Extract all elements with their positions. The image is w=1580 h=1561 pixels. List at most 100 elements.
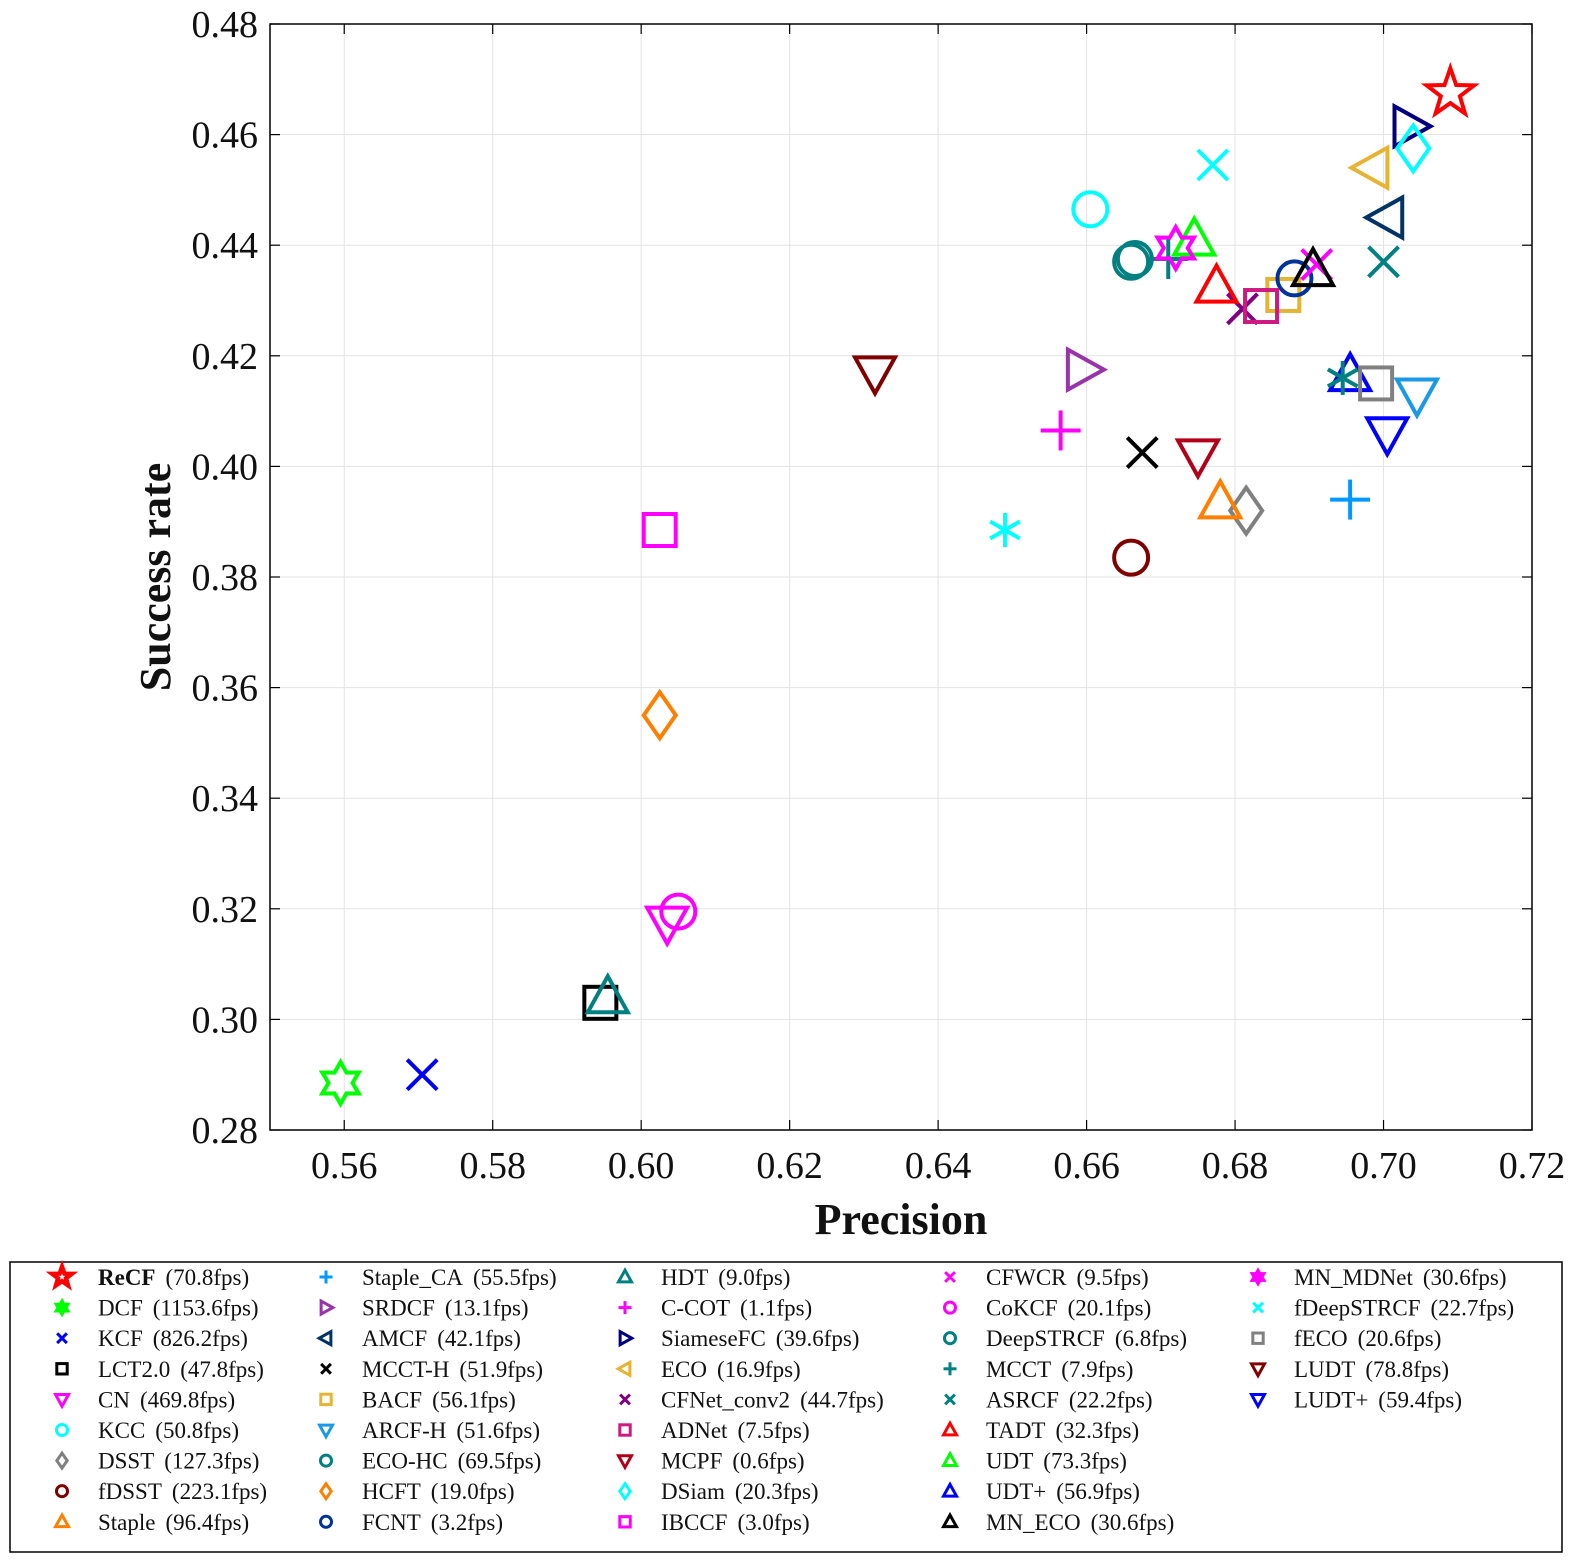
legend-fps: (22.2fps) — [1069, 1387, 1153, 1412]
data-point-mn-eco — [1289, 244, 1337, 288]
data-point-cfnet-conv2 — [1226, 292, 1259, 326]
x-axis-label: Precision — [815, 1195, 988, 1244]
legend-label: Staple_CA (55.5fps) — [362, 1265, 557, 1290]
legend-fps: (7.5fps) — [737, 1418, 809, 1443]
legend-marker-icon — [618, 1329, 635, 1348]
legend-fps: (16.9fps) — [717, 1357, 801, 1382]
data-point-cokcf — [659, 892, 698, 931]
legend-fps: (3.0fps) — [737, 1510, 809, 1535]
legend-fps: (30.6fps) — [1423, 1265, 1507, 1290]
data-point-eco — [1347, 144, 1390, 192]
y-tick-label: 0.34 — [192, 778, 259, 820]
legend-fps: (56.9fps) — [1056, 1479, 1140, 1504]
legend-item: fDeepSTRCF (22.7fps) — [1252, 1296, 1514, 1321]
legend-fps: (47.8fps) — [180, 1357, 264, 1382]
x-tick-label: 0.56 — [311, 1145, 378, 1187]
legend-item: ReCF (70.8fps) — [45, 1259, 249, 1291]
legend-label: FCNT (3.2fps) — [362, 1510, 503, 1535]
legend-label: DeepSTRCF (6.8fps) — [986, 1326, 1187, 1351]
legend-marker-icon — [55, 1362, 69, 1376]
legend-label: SiameseFC (39.6fps) — [661, 1326, 859, 1351]
legend-item: UDT+ (56.9fps) — [940, 1479, 1140, 1504]
legend-fps: (9.0fps) — [718, 1265, 790, 1290]
data-point-ludt — [851, 355, 899, 398]
data-point-asrcf — [1367, 245, 1400, 279]
legend-fps: (39.6fps) — [776, 1326, 860, 1351]
legend-fps: (32.3fps) — [1055, 1418, 1139, 1443]
y-axis-label: Success rate — [131, 463, 180, 692]
legend-item: LUDT (78.8fps) — [1248, 1357, 1449, 1382]
legend-marker-icon — [1251, 1331, 1265, 1345]
legend-label: CoKCF (20.1fps) — [986, 1296, 1151, 1321]
data-point-recf — [1420, 61, 1480, 119]
data-point-staple — [1196, 477, 1244, 520]
legend-fps: (1153.6fps) — [153, 1296, 259, 1321]
legend-marker-icon — [54, 1422, 70, 1438]
legend-fps: (30.6fps) — [1091, 1510, 1175, 1535]
legend-item: DCF (1153.6fps) — [53, 1296, 259, 1321]
legend-marker-icon — [53, 1297, 71, 1318]
legend-fps: (73.3fps) — [1043, 1449, 1127, 1474]
data-point-extra — [1326, 360, 1359, 395]
legend-fps: (19.0fps) — [431, 1479, 515, 1504]
legend-label: UDT+ (56.9fps) — [986, 1479, 1140, 1504]
data-point-cn — [643, 905, 691, 948]
legend-marker-icon — [615, 1454, 635, 1471]
legend-label: TADT (32.3fps) — [986, 1418, 1139, 1443]
legend-item: SiameseFC (39.6fps) — [618, 1326, 859, 1351]
data-point-mn-mdnet — [1153, 222, 1198, 274]
legend-marker-icon — [940, 1420, 960, 1437]
legend-marker-icon — [942, 1300, 958, 1315]
legend-label: BACF (56.1fps) — [362, 1387, 516, 1412]
legend-fps: (78.8fps) — [1365, 1357, 1449, 1382]
legend-label: HDT (9.0fps) — [661, 1265, 790, 1290]
legend-item: CFNet_conv2 (44.7fps) — [619, 1387, 884, 1412]
legend-fps: (13.1fps) — [445, 1296, 529, 1321]
legend-label: DSST (127.3fps) — [98, 1449, 259, 1474]
legend-item: LUDT+ (59.4fps) — [1248, 1387, 1462, 1412]
x-tick-label: 0.60 — [608, 1145, 675, 1187]
data-point-kcc — [1071, 190, 1110, 229]
legend-marker-icon — [1252, 1301, 1264, 1314]
legend-marker-icon — [615, 1267, 635, 1284]
legend-label: ECO (16.9fps) — [661, 1357, 801, 1382]
legend-fps: (20.6fps) — [1358, 1326, 1442, 1351]
legend-marker-icon — [316, 1423, 336, 1440]
legend-label: LCT2.0 (47.8fps) — [98, 1357, 264, 1382]
legend-label: MCPF (0.6fps) — [661, 1449, 805, 1474]
legend-fps: (20.3fps) — [735, 1479, 819, 1504]
data-point-ibccf — [641, 511, 678, 548]
data-point-fcnt — [1275, 259, 1314, 298]
legend-marker-icon — [56, 1332, 68, 1345]
legend-item: UDT (73.3fps) — [940, 1449, 1127, 1474]
legend-marker-icon — [618, 1301, 632, 1315]
legend-label: DCF (1153.6fps) — [98, 1296, 259, 1321]
legend-label: Staple (96.4fps) — [98, 1510, 249, 1535]
legend-marker-icon — [52, 1511, 72, 1529]
legend-marker-icon — [319, 1270, 333, 1284]
legend-fps: (50.8fps) — [155, 1418, 239, 1443]
legend-marker-icon — [944, 1393, 956, 1406]
legend-item: Staple_CA (55.5fps) — [319, 1265, 557, 1290]
x-tick-label: 0.64 — [905, 1145, 972, 1187]
y-tick-label: 0.46 — [192, 115, 259, 157]
y-tick-label: 0.28 — [192, 1110, 259, 1152]
legend-marker-icon — [617, 1481, 633, 1502]
legend-label: CN (469.8fps) — [98, 1387, 235, 1412]
legend-label: ReCF (70.8fps) — [98, 1265, 249, 1290]
legend-label: ASRCF (22.2fps) — [986, 1387, 1153, 1412]
y-tick-label: 0.36 — [192, 668, 259, 710]
legend-marker-icon — [615, 1359, 632, 1378]
grid-lines — [270, 23, 1533, 1131]
legend-marker-icon — [618, 1423, 632, 1437]
data-point-amcf — [1362, 194, 1405, 241]
legend-label: MN_MDNet (30.6fps) — [1294, 1265, 1507, 1290]
data-point-ludt- — [1363, 416, 1411, 459]
legend-label: fDSST (223.1fps) — [98, 1479, 267, 1504]
legend-label: fDeepSTRCF (22.7fps) — [1294, 1296, 1514, 1321]
data-point-staple-ca — [1330, 479, 1371, 520]
data-point-hcft — [641, 688, 679, 742]
y-tick-label: 0.38 — [192, 557, 259, 599]
legend-fps: (56.1fps) — [432, 1387, 516, 1412]
legend-item: fECO (20.6fps) — [1251, 1326, 1442, 1351]
